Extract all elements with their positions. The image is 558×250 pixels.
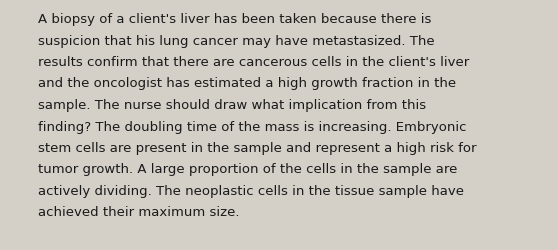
Text: A biopsy of a client's liver has been taken because there is: A biopsy of a client's liver has been ta… bbox=[38, 13, 431, 26]
Text: achieved their maximum size.: achieved their maximum size. bbox=[38, 206, 239, 219]
Text: stem cells are present in the sample and represent a high risk for: stem cells are present in the sample and… bbox=[38, 142, 477, 154]
Text: suspicion that his lung cancer may have metastasized. The: suspicion that his lung cancer may have … bbox=[38, 34, 435, 47]
Text: sample. The nurse should draw what implication from this: sample. The nurse should draw what impli… bbox=[38, 98, 426, 112]
Text: and the oncologist has estimated a high growth fraction in the: and the oncologist has estimated a high … bbox=[38, 77, 456, 90]
Text: results confirm that there are cancerous cells in the client's liver: results confirm that there are cancerous… bbox=[38, 56, 469, 69]
Text: actively dividing. The neoplastic cells in the tissue sample have: actively dividing. The neoplastic cells … bbox=[38, 184, 464, 197]
Text: tumor growth. A large proportion of the cells in the sample are: tumor growth. A large proportion of the … bbox=[38, 163, 458, 176]
Text: finding? The doubling time of the mass is increasing. Embryonic: finding? The doubling time of the mass i… bbox=[38, 120, 466, 133]
